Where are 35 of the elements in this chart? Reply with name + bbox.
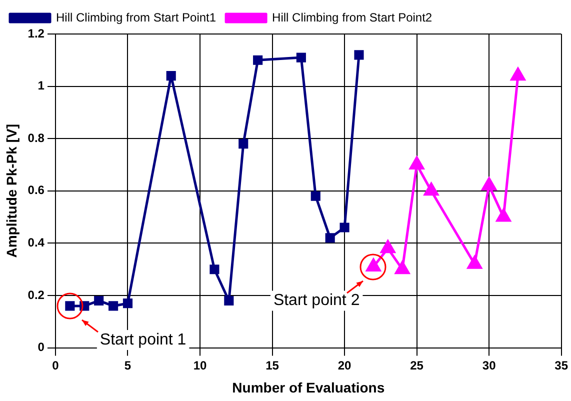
- point: [296, 52, 306, 62]
- point: [253, 55, 263, 65]
- point: [354, 50, 364, 60]
- y-tick-label: 1.2: [28, 26, 45, 40]
- x-tick-label: 35: [554, 358, 568, 372]
- y-tick-label: 0.6: [28, 183, 45, 198]
- y-axis-title: Amplitude Pk-Pk [V]: [3, 124, 20, 258]
- point: [325, 233, 335, 243]
- y-tick-label: 0.2: [28, 288, 45, 302]
- x-tick-label: 15: [266, 358, 280, 372]
- point: [224, 296, 234, 306]
- point: [122, 298, 133, 308]
- point: [510, 68, 526, 81]
- x-tick-label: 0: [52, 358, 60, 372]
- y-tick-label: 0.8: [28, 130, 45, 145]
- x-tick-label: 30: [482, 358, 496, 372]
- point: [238, 139, 248, 149]
- point: [340, 222, 350, 232]
- annotation: Start point 2: [273, 292, 360, 310]
- x-tick-label: 25: [410, 358, 424, 372]
- x-tick-label: 20: [338, 358, 352, 372]
- point: [166, 71, 176, 81]
- x-tick-label: 10: [193, 358, 208, 372]
- y-tick-label: 1: [38, 78, 45, 93]
- legend-label: Hill Climbing from Start Point1: [56, 10, 216, 24]
- y-tick-label: 0: [38, 340, 45, 354]
- y-tick-label: 0.4: [28, 236, 45, 250]
- point: [210, 264, 220, 274]
- x-axis-title: Number of Evaluations: [232, 379, 385, 396]
- x-tick-label: 5: [124, 358, 132, 372]
- legend-label: Hill Climbing from Start Point2: [272, 10, 432, 24]
- point: [94, 296, 104, 306]
- annotation: Start point 1: [100, 331, 186, 348]
- point: [108, 301, 118, 311]
- point: [310, 191, 320, 201]
